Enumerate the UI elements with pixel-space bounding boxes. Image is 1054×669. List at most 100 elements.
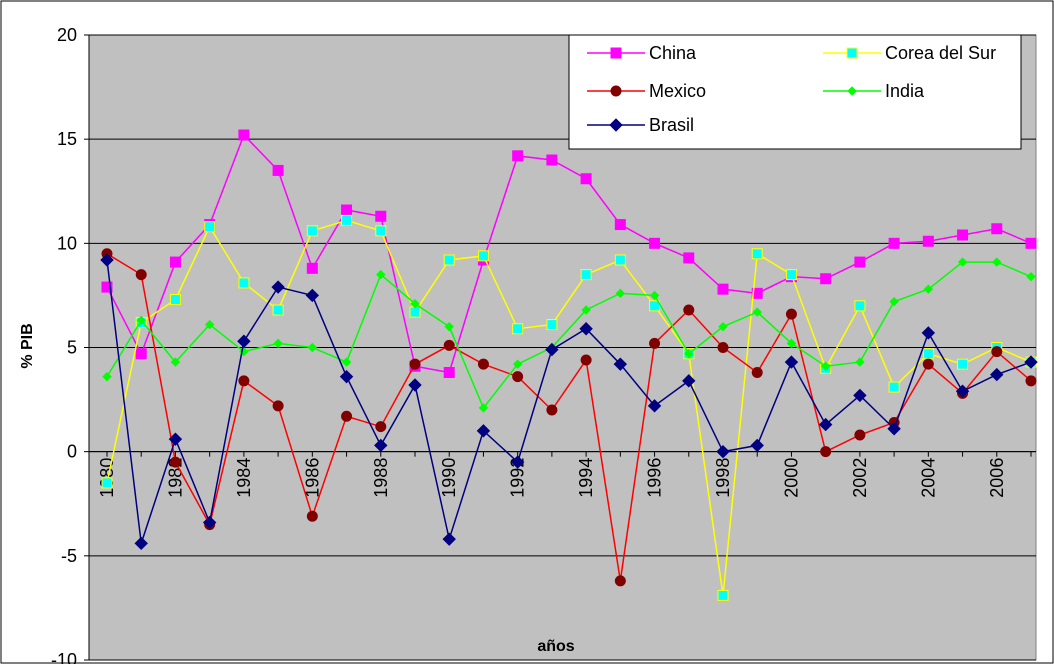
data-point-mexico — [135, 269, 147, 281]
data-point-brasil — [237, 334, 251, 348]
data-point-corea-del-sur — [512, 323, 524, 335]
data-point-corea-del-sur — [169, 294, 181, 306]
data-point-brasil — [647, 399, 662, 413]
data-point-mexico — [512, 371, 524, 383]
data-point-mexico — [272, 400, 284, 412]
data-point-india — [136, 315, 146, 326]
data-point-corea-del-sur — [785, 269, 797, 281]
y-axis-label: % PIB — [19, 323, 36, 368]
x-tick-label: 2000 — [781, 458, 801, 498]
legend-item-brasil: Brasil — [587, 115, 694, 135]
legend-label: India — [885, 81, 925, 101]
data-point-corea-del-sur — [888, 381, 900, 393]
series-line-brasil — [106, 259, 1032, 544]
data-point-mexico — [854, 429, 866, 441]
data-point-corea-del-sur — [922, 348, 934, 360]
data-point-india — [1026, 271, 1036, 282]
data-point-mexico — [238, 375, 250, 387]
data-point-mexico — [614, 575, 626, 587]
data-point-mexico — [580, 354, 592, 366]
series-line-china — [106, 133, 1032, 374]
data-point-mexico — [683, 304, 695, 316]
data-point-india — [102, 371, 112, 382]
data-point-corea-del-sur — [546, 319, 558, 331]
data-point-corea-del-sur — [854, 300, 866, 312]
data-point-china — [854, 256, 866, 268]
data-point-china — [238, 129, 250, 141]
data-point-india — [684, 349, 694, 359]
data-point-brasil — [476, 424, 491, 438]
data-point-corea-del-sur — [238, 277, 250, 289]
data-point-brasil — [168, 432, 183, 446]
data-point-india — [204, 319, 215, 330]
data-point-china — [306, 262, 318, 274]
data-point-mexico — [306, 510, 318, 522]
data-point-brasil — [853, 388, 867, 403]
data-point-mexico — [991, 346, 1003, 358]
x-tick-label: 2002 — [850, 458, 870, 498]
data-point-india — [478, 403, 489, 413]
data-point-corea-del-sur — [580, 269, 592, 281]
data-point-china — [101, 281, 113, 293]
legend-box — [568, 34, 1022, 150]
data-point-brasil — [271, 280, 285, 294]
data-point-mexico — [477, 358, 489, 370]
data-point-brasil — [750, 438, 764, 453]
data-point-corea-del-sur — [957, 358, 969, 370]
data-point-india — [341, 357, 352, 367]
data-point-brasil — [682, 374, 696, 388]
data-point-mexico — [341, 410, 353, 422]
x-tick-label: 1984 — [234, 458, 254, 498]
x-tick-label: 1996 — [645, 458, 665, 498]
data-point-brasil — [374, 438, 388, 453]
x-tick-label: 1988 — [371, 458, 391, 498]
data-point-brasil — [990, 367, 1004, 382]
data-point-india — [581, 305, 591, 315]
data-point-brasil — [887, 422, 901, 436]
data-point-corea-del-sur — [375, 225, 387, 237]
data-point-india — [615, 288, 626, 299]
series-india — [102, 257, 1036, 413]
legend-swatch-marker — [610, 85, 622, 97]
y-tick-label: 0 — [67, 442, 77, 462]
x-tick-label: 1998 — [713, 458, 733, 498]
y-tick-label: -5 — [61, 546, 77, 566]
data-point-mexico — [546, 404, 558, 416]
data-point-corea-del-sur — [306, 225, 318, 237]
data-point-brasil — [100, 253, 114, 267]
data-point-brasil — [202, 515, 217, 530]
data-point-corea-del-sur — [477, 250, 489, 262]
data-point-india — [957, 257, 968, 267]
data-point-china — [443, 367, 455, 378]
data-point-brasil — [545, 342, 559, 357]
series-line-india — [106, 261, 1032, 410]
data-point-china — [512, 150, 524, 162]
data-point-china — [169, 256, 181, 268]
data-point-brasil — [408, 378, 422, 392]
data-point-india — [923, 284, 934, 294]
data-point-india — [786, 338, 797, 349]
data-point-china — [341, 204, 353, 216]
data-point-india — [820, 361, 831, 371]
y-tick-label: 5 — [67, 338, 77, 358]
data-point-brasil — [921, 326, 936, 340]
x-tick-label: 1986 — [302, 458, 322, 498]
data-point-mexico — [922, 358, 934, 370]
x-axis-label: años — [537, 638, 574, 655]
data-point-mexico — [649, 337, 661, 349]
data-point-china — [135, 348, 147, 360]
x-tick-label: 1992 — [508, 458, 528, 498]
data-point-india — [170, 357, 181, 367]
data-point-mexico — [169, 456, 181, 468]
data-point-mexico — [443, 339, 455, 351]
data-point-brasil — [955, 384, 970, 398]
data-point-china — [888, 237, 900, 249]
legend-label: China — [649, 43, 697, 63]
series-china — [101, 129, 1037, 378]
data-point-china — [272, 164, 284, 176]
data-point-china — [546, 154, 558, 166]
y-tick-label: -10 — [51, 650, 77, 664]
data-point-china — [820, 273, 832, 285]
legend-item-china: China — [587, 43, 697, 63]
